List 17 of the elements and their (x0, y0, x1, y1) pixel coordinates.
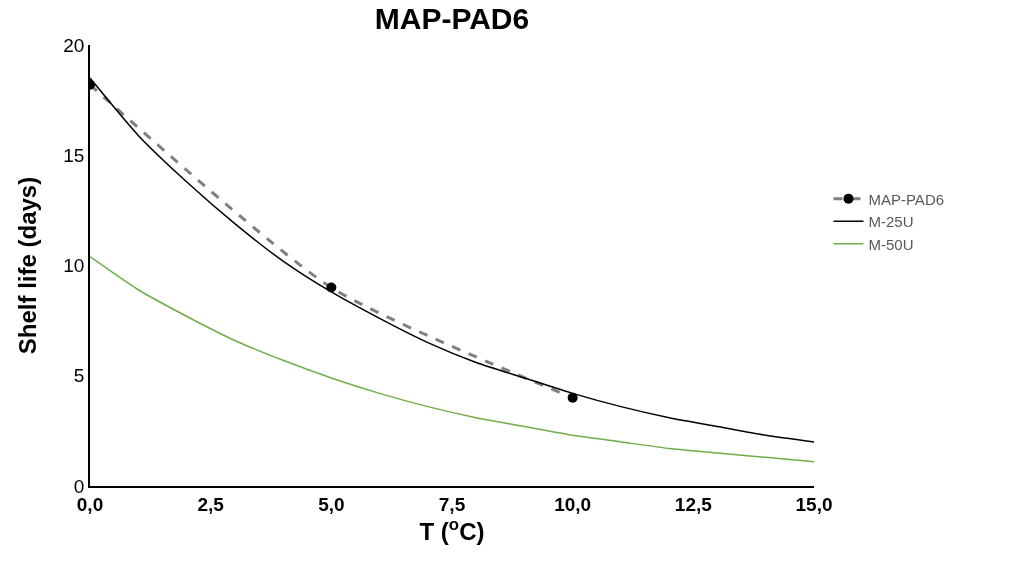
y-axis-title: Shelf life (days) (13, 176, 41, 355)
legend-label: M-25U (868, 213, 914, 230)
y-tick-label: 15 (63, 144, 85, 166)
y-tick-label: 10 (63, 255, 85, 277)
x-tick-label: 15,0 (795, 493, 833, 515)
x-tick-label: 10,0 (554, 493, 592, 515)
y-tick-label: 20 (63, 34, 85, 56)
line-series (90, 255, 814, 463)
legend-label: MAP-PAD6 (868, 190, 945, 208)
x-tick-label: 12,5 (674, 493, 713, 515)
x-tick-label: 2,5 (197, 493, 225, 515)
x-tick-label: 5,0 (318, 493, 345, 515)
y-tick-label: 5 (73, 365, 85, 387)
x-axis-title: T ($^{o}$C) (419, 514, 485, 545)
chart-title: MAP-PAD6 (374, 2, 530, 36)
legend-label: M-50U (868, 235, 914, 253)
x-tick-label: 7,5 (438, 493, 466, 515)
